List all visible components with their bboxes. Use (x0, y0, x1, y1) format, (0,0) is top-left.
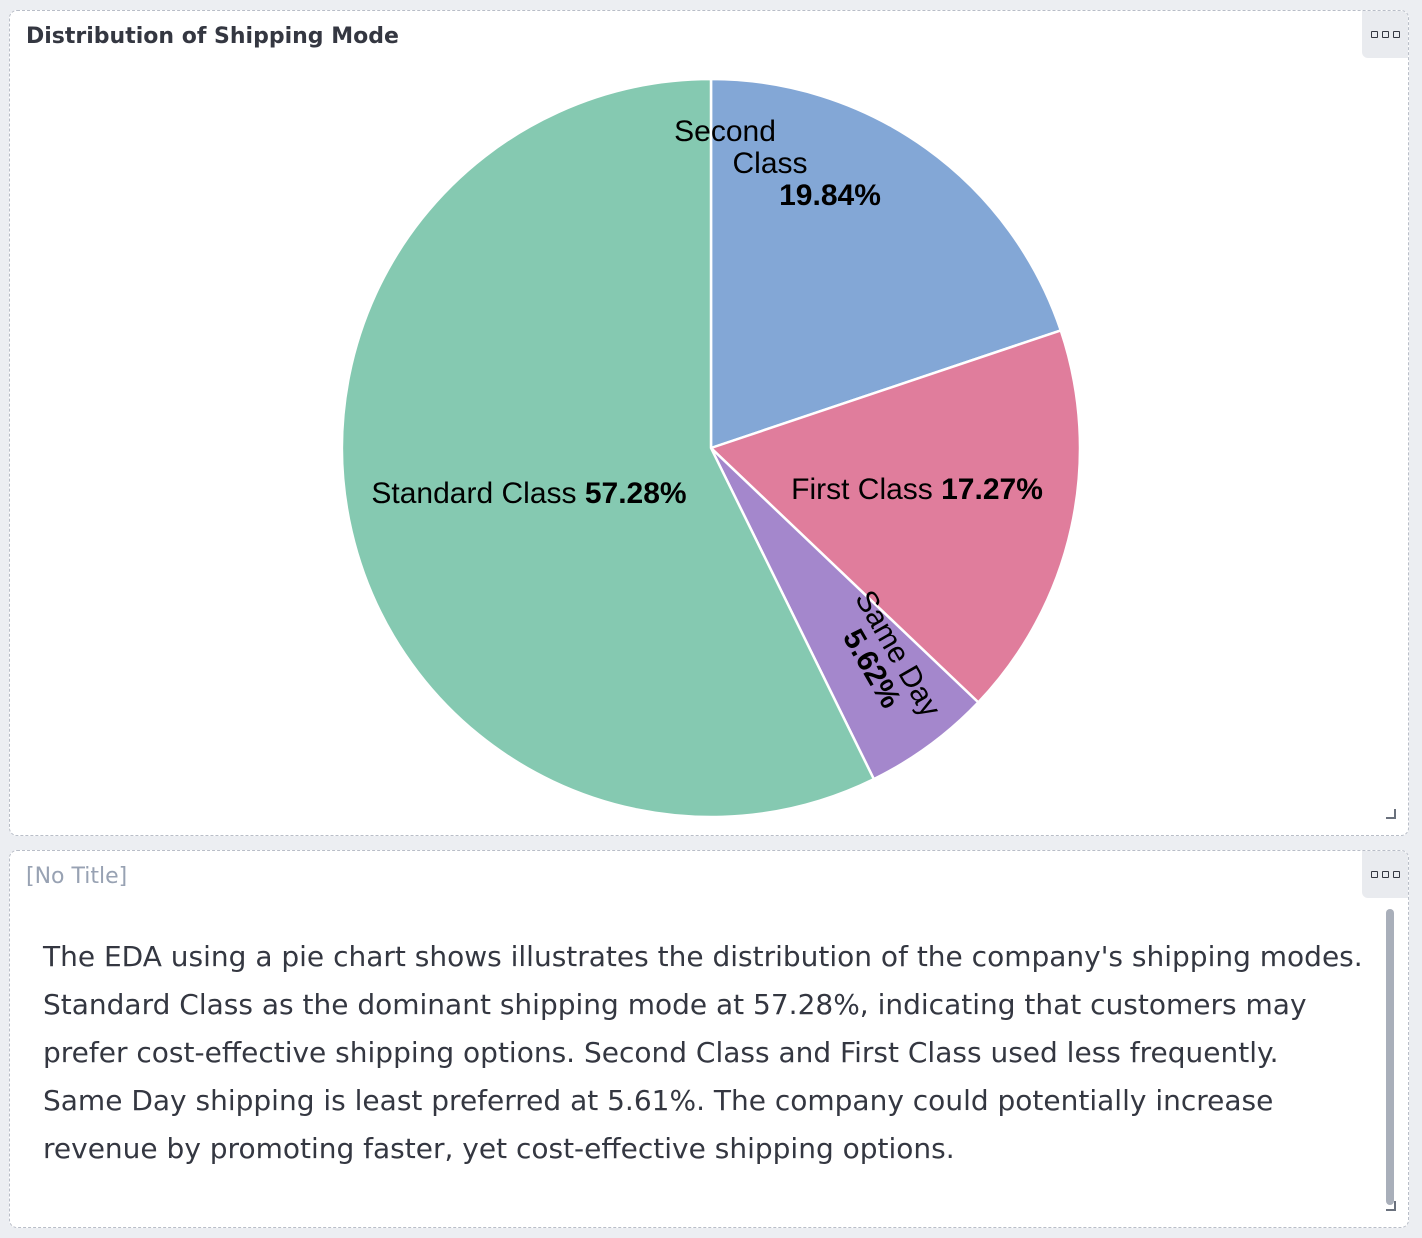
pie-slice-first-class[interactable] (708, 328, 1082, 705)
slice-label-percent: 19.84% (779, 179, 881, 212)
slice-label-name: Standard Class (371, 477, 584, 510)
panel-options-button[interactable] (1362, 11, 1408, 58)
resize-corner-icon[interactable] (1386, 809, 1396, 819)
slice-label-percent: 57.28% (585, 477, 687, 510)
ellipsis-boxes-icon (1370, 31, 1378, 38)
panel-title: [No Title] (26, 864, 128, 889)
ellipsis-boxes-icon (1381, 871, 1389, 878)
slice-label-second-class: Second Class 19.84% (674, 115, 881, 212)
slice-label-standard-class: Standard Class 57.28% (371, 477, 686, 510)
slice-label-percent: 17.27% (941, 473, 1043, 506)
pie-slice-same-day[interactable] (709, 447, 981, 781)
scrollbar-thumb[interactable] (1386, 909, 1394, 1205)
scrollbar[interactable] (1386, 909, 1394, 1205)
text-panel: [No Title] The EDA using a pie chart sho… (9, 850, 1409, 1228)
pie-slice-standard-class[interactable] (340, 77, 876, 819)
ellipsis-boxes-icon (1370, 871, 1378, 878)
ellipsis-boxes-icon (1392, 871, 1400, 878)
markdown-text: The EDA using a pie chart shows illustra… (43, 940, 1363, 1165)
chart-panel: Second Class 19.84% First Class 17.27% Same … (9, 10, 1409, 836)
slice-label-name: First Class (791, 473, 941, 506)
ellipsis-boxes-icon (1381, 31, 1389, 38)
slice-label-name: Second (674, 115, 776, 148)
slice-label-name: Class (732, 147, 807, 180)
ellipsis-boxes-icon (1392, 31, 1400, 38)
pie-slice-second-class[interactable] (709, 77, 1063, 450)
panel-options-button[interactable] (1362, 851, 1408, 898)
pie-chart: Second Class 19.84%First Class 17.27%Same … (340, 77, 1082, 819)
panel-title: Distribution of Shipping Mode (26, 24, 399, 49)
slice-label-first-class: First Class 17.27% (791, 473, 1043, 506)
resize-corner-icon[interactable] (1386, 1201, 1396, 1211)
